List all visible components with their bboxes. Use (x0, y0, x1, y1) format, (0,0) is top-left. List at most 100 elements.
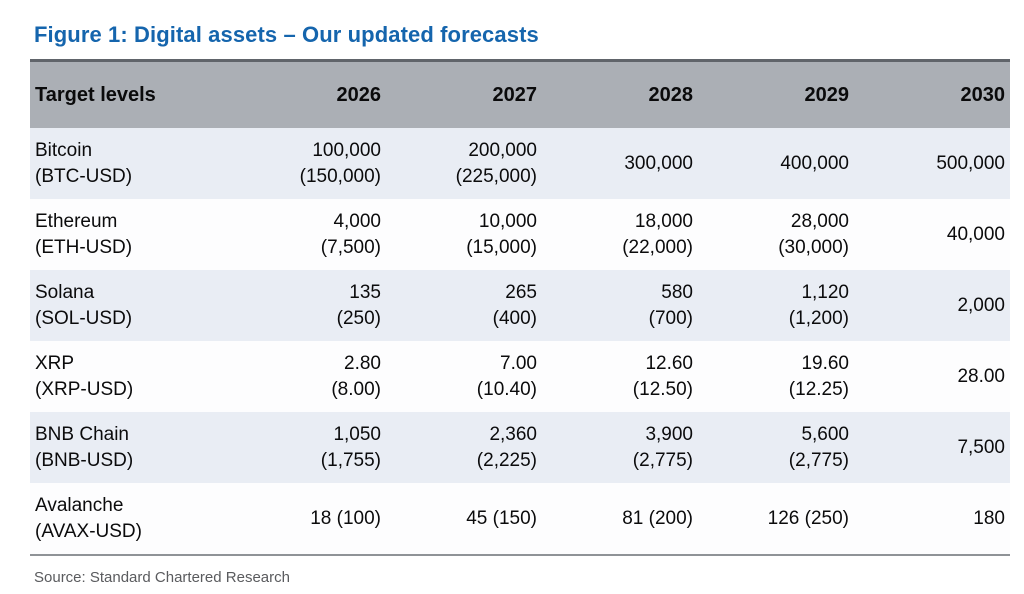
value-cell-xrp-2027: 7.00 (10.40) (386, 341, 542, 412)
value-sub: (2,225) (476, 449, 537, 471)
value-sub: (10.40) (476, 378, 537, 400)
table-row-bnb-chain: BNB Chain (BNB-USD) 1,050 (1,755) 2,360 … (30, 412, 1010, 483)
value-cell-bnb-2027: 2,360 (2,225) (386, 412, 542, 483)
value-main: 4,000 (333, 210, 381, 232)
value-cell-avalanche-2026: 18 (100) (230, 483, 386, 554)
asset-name: Bitcoin (35, 139, 93, 161)
value-main: 5,600 (801, 423, 849, 445)
value-main: 500,000 (936, 152, 1005, 174)
asset-name: BNB Chain (35, 423, 129, 445)
value-main: 45 (150) (466, 507, 537, 529)
asset-cell-solana: Solana (SOL-USD) (30, 270, 230, 341)
value-sub: (7,500) (320, 236, 381, 258)
asset-cell-avalanche: Avalanche (AVAX-USD) (30, 483, 230, 554)
table-row-avalanche: Avalanche (AVAX-USD) 18 (100) 45 (150) 8… (30, 483, 1010, 554)
value-main: 400,000 (780, 152, 849, 174)
value-sub: (1,200) (788, 307, 849, 329)
value-cell-xrp-2030: 28.00 (854, 341, 1010, 412)
asset-name: Solana (35, 281, 95, 303)
value-sub: (150,000) (299, 165, 381, 187)
value-cell-bitcoin-2026: 100,000 (150,000) (230, 128, 386, 199)
figure-panel: Figure 1: Digital assets – Our updated f… (30, 22, 1010, 586)
value-cell-bitcoin-2029: 400,000 (698, 128, 854, 199)
value-sub: (8.00) (331, 378, 381, 400)
value-cell-solana-2030: 2,000 (854, 270, 1010, 341)
value-main: 2,000 (957, 294, 1005, 316)
value-cell-bnb-2026: 1,050 (1,755) (230, 412, 386, 483)
value-cell-bitcoin-2030: 500,000 (854, 128, 1010, 199)
value-cell-bitcoin-2027: 200,000 (225,000) (386, 128, 542, 199)
value-cell-ethereum-2027: 10,000 (15,000) (386, 199, 542, 270)
col-header-2027: 2027 (492, 83, 538, 106)
value-main: 28,000 (790, 210, 849, 232)
value-cell-xrp-2026: 2.80 (8.00) (230, 341, 386, 412)
asset-cell-xrp: XRP (XRP-USD) (30, 341, 230, 412)
value-sub: (2,775) (788, 449, 849, 471)
table-row-solana: Solana (SOL-USD) 135 (250) 265 (400) 580… (30, 270, 1010, 341)
value-main: 100,000 (312, 139, 381, 161)
col-header-target-levels: Target levels (35, 83, 156, 106)
forecast-table: Target levels 2026 2027 2028 2029 2030 B… (30, 59, 1010, 556)
value-sub: (225,000) (455, 165, 537, 187)
col-header-2026: 2026 (336, 83, 382, 106)
asset-name: Avalanche (35, 494, 124, 516)
value-sub: (12.25) (788, 378, 849, 400)
value-cell-avalanche-2030: 180 (854, 483, 1010, 554)
value-cell-avalanche-2027: 45 (150) (386, 483, 542, 554)
value-main: 28.00 (957, 365, 1005, 387)
asset-ticker: (BNB-USD) (35, 449, 134, 471)
value-cell-bitcoin-2028: 300,000 (542, 128, 698, 199)
value-cell-solana-2029: 1,120 (1,200) (698, 270, 854, 341)
value-cell-bnb-2030: 7,500 (854, 412, 1010, 483)
value-main: 19.60 (801, 352, 849, 374)
value-sub: (400) (492, 307, 537, 329)
asset-name: XRP (35, 352, 75, 374)
asset-ticker: (SOL-USD) (35, 307, 133, 329)
value-sub: (30,000) (778, 236, 849, 258)
value-main: 1,120 (801, 281, 849, 303)
value-main: 12.60 (645, 352, 693, 374)
value-cell-avalanche-2029: 126 (250) (698, 483, 854, 554)
value-sub: (700) (648, 307, 693, 329)
value-main: 81 (200) (622, 507, 693, 529)
value-cell-solana-2028: 580 (700) (542, 270, 698, 341)
asset-ticker: (ETH-USD) (35, 236, 133, 258)
value-sub: (250) (336, 307, 381, 329)
table-row-bitcoin: Bitcoin (BTC-USD) 100,000 (150,000) 200,… (30, 128, 1010, 199)
col-header-2028: 2028 (648, 83, 694, 106)
value-sub: (12.50) (632, 378, 693, 400)
value-main: 2.80 (344, 352, 381, 374)
value-sub: (22,000) (622, 236, 693, 258)
value-main: 3,900 (645, 423, 693, 445)
value-main: 2,360 (489, 423, 537, 445)
value-main: 10,000 (478, 210, 537, 232)
value-sub: (2,775) (632, 449, 693, 471)
value-cell-ethereum-2030: 40,000 (854, 199, 1010, 270)
value-main: 40,000 (946, 223, 1005, 245)
value-main: 7.00 (500, 352, 537, 374)
value-cell-solana-2026: 135 (250) (230, 270, 386, 341)
asset-ticker: (BTC-USD) (35, 165, 133, 187)
col-header-2029: 2029 (804, 83, 850, 106)
value-main: 135 (349, 281, 381, 303)
value-cell-ethereum-2029: 28,000 (30,000) (698, 199, 854, 270)
value-main: 300,000 (624, 152, 693, 174)
value-cell-avalanche-2028: 81 (200) (542, 483, 698, 554)
value-main: 265 (505, 281, 537, 303)
value-cell-xrp-2029: 19.60 (12.25) (698, 341, 854, 412)
asset-cell-ethereum: Ethereum (ETH-USD) (30, 199, 230, 270)
value-main: 580 (661, 281, 693, 303)
asset-cell-bnb-chain: BNB Chain (BNB-USD) (30, 412, 230, 483)
value-main: 18,000 (634, 210, 693, 232)
value-cell-ethereum-2026: 4,000 (7,500) (230, 199, 386, 270)
value-main: 126 (250) (767, 507, 849, 529)
table-header-row: Target levels 2026 2027 2028 2029 2030 (30, 62, 1010, 128)
col-header-2030: 2030 (960, 83, 1006, 106)
value-main: 1,050 (333, 423, 381, 445)
asset-name: Ethereum (35, 210, 118, 232)
asset-cell-bitcoin: Bitcoin (BTC-USD) (30, 128, 230, 199)
value-main: 7,500 (957, 436, 1005, 458)
value-cell-xrp-2028: 12.60 (12.50) (542, 341, 698, 412)
value-sub: (1,755) (320, 449, 381, 471)
value-main: 18 (100) (310, 507, 381, 529)
